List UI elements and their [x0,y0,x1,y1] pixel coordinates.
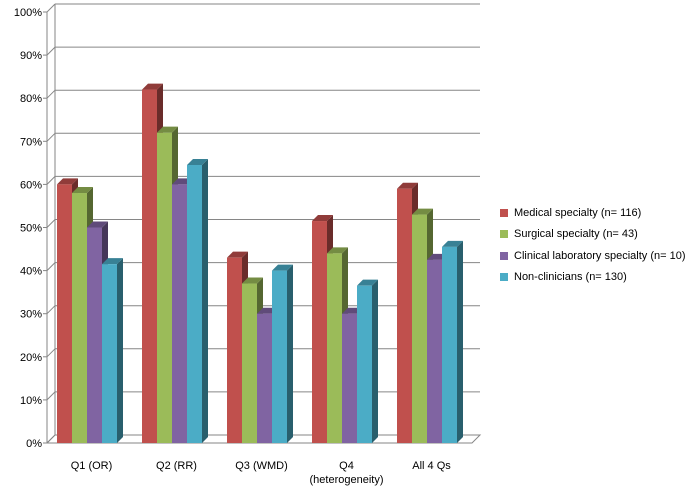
chart-legend: Medical specialty (n= 116) Surgical spec… [492,202,686,288]
bar-top [187,159,208,166]
legend-swatch-nonclinicians [500,273,508,282]
bar [397,188,412,443]
y-tick-label: 60% [20,179,42,191]
legend-item-nonclinicians: Non-clinicians (n= 130) [492,267,686,289]
y-tick-label: 80% [20,93,42,105]
y-tick-label: 10% [20,395,42,407]
y-tick-label: 100% [14,7,42,19]
gridline-diagonal [46,348,56,358]
gridline-diagonal [46,132,56,142]
bar [442,246,457,443]
bar-top [442,240,463,247]
bar [257,313,272,443]
gridline-diagonal [46,3,56,13]
bar [412,214,427,443]
x-category-label: All 4 Qs [412,460,451,472]
gridline-diagonal [46,219,56,228]
bar [87,227,102,443]
bar-top [87,221,108,228]
legend-swatch-surgical [500,230,508,239]
bar-side [372,279,378,443]
bar [312,221,327,443]
bar [187,165,202,443]
bar [227,257,242,443]
y-tick-label: 50% [20,223,42,235]
y-tick-label: 40% [20,266,42,278]
y-tick-label: 90% [20,50,42,62]
bar-side [117,258,123,443]
bar [57,184,72,443]
bar-top [157,126,178,133]
legend-label-nonclinicians: Non-clinicians (n= 130) [514,271,627,284]
bar-top [142,83,163,90]
legend-swatch-medical [500,208,508,217]
bar [357,285,372,443]
gridline-diagonal [46,46,56,56]
legend-item-lab: Clinical laboratory specialty (n= 10) [492,245,686,267]
gridline-diagonal [46,262,56,271]
x-category-label: Q2 (RR) [156,460,197,472]
bar-top [357,279,378,286]
gridline-diagonal [46,176,56,185]
bar [172,184,187,443]
legend-item-surgical: Surgical specialty (n= 43) [492,224,686,246]
bar-top [102,258,123,265]
y-tick-label: 70% [20,136,42,148]
bar-side [457,240,463,443]
bar-top [327,247,348,254]
bar-top [412,208,433,215]
bar-top [72,187,93,194]
bar-side [202,159,208,443]
bar [242,283,257,443]
bar [102,264,117,443]
bar-side [287,264,293,443]
bar [327,253,342,443]
x-category-label: Q3 (WMD) [235,460,288,472]
gridline-diagonal [46,305,56,315]
y-tick-label: 0% [26,438,42,450]
y-tick-label: 30% [20,309,42,321]
legend-label-medical: Medical specialty (n= 116) [514,206,642,219]
bar [342,313,357,443]
gridline-diagonal [46,89,56,99]
legend-swatch-lab [500,251,508,260]
bar [272,270,287,443]
bar-top [397,182,418,189]
x-category-label: Q4 [339,460,354,472]
bar [427,259,442,443]
bar-top [227,251,248,258]
bar-top [272,264,293,271]
x-category-label: Q1 (OR) [71,460,113,472]
bar [72,193,87,443]
legend-label-lab: Clinical laboratory specialty (n= 10) [514,249,686,262]
y-tick-label: 20% [20,352,42,364]
legend-label-surgical: Surgical specialty (n= 43) [514,228,638,241]
bar-top [242,277,263,284]
gridline-diagonal [46,391,56,401]
bar [157,132,172,443]
bar [142,89,157,443]
bar-top [57,178,78,185]
legend-item-medical: Medical specialty (n= 116) [492,202,686,224]
bar-top [312,215,333,222]
x-category-label: (heterogeneity) [310,474,384,486]
